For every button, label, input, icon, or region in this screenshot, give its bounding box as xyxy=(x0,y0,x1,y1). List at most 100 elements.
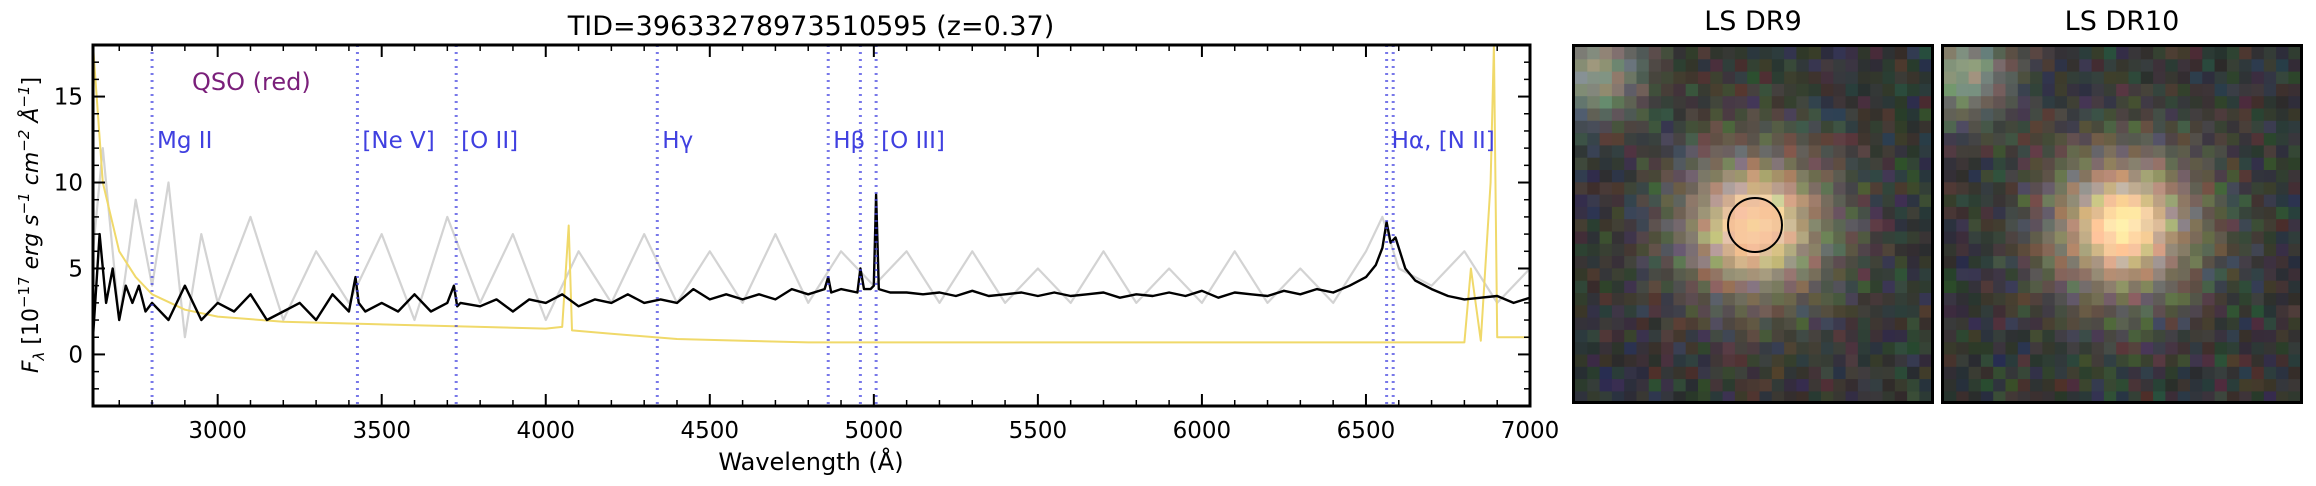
cutout-pixel xyxy=(1894,329,1908,343)
cutout-pixel xyxy=(1759,329,1773,343)
cutout-pixel xyxy=(2017,71,2031,85)
cutout-pixel xyxy=(2030,206,2043,220)
cutout-pixel xyxy=(2079,366,2093,380)
cutout-pixel xyxy=(1661,194,1674,208)
cutout-pixel xyxy=(2276,329,2289,343)
cutout-pixel xyxy=(1747,305,1761,319)
cutout-pixel xyxy=(2276,280,2289,294)
cutout-pixel xyxy=(1685,206,1699,220)
cutout-pixel xyxy=(2054,206,2068,220)
cutout-pixel xyxy=(2054,379,2068,392)
cutout-pixel xyxy=(2239,120,2253,134)
cutout-pixel xyxy=(2005,194,2019,208)
cutout-pixel xyxy=(1648,194,1662,208)
cutout-pixel xyxy=(2091,280,2105,294)
cutout-pixel xyxy=(2276,59,2289,73)
cutout-pixel xyxy=(1784,317,1797,331)
cutout-pixel xyxy=(1698,391,1711,401)
cutout-pixel xyxy=(1808,71,1822,85)
cutout-pixel xyxy=(2177,83,2191,97)
cutout-pixel xyxy=(1919,305,1931,319)
cutout-pixel xyxy=(2030,366,2043,380)
cutout-pixel xyxy=(2276,83,2289,97)
cutout-pixel xyxy=(2153,379,2166,392)
cutout-pixel xyxy=(1636,268,1650,282)
cutout-pixel xyxy=(1821,59,1834,73)
cutout-pixel xyxy=(2140,83,2154,97)
cutout-pixel xyxy=(2251,59,2265,73)
cutout-pixel xyxy=(2263,342,2277,356)
cutout-pixel xyxy=(1747,391,1761,401)
cutout-pixel xyxy=(1845,366,1859,380)
cutout-pixel xyxy=(2091,157,2105,171)
x-tick-label: 3500 xyxy=(352,418,411,444)
cutout-pixel xyxy=(1599,268,1613,282)
cutout-pixel xyxy=(2005,342,2019,356)
cutout-pixel xyxy=(2116,293,2130,306)
cutout-pixel xyxy=(1919,47,1931,60)
cutout-pixel xyxy=(2067,329,2080,343)
cutout-pixel xyxy=(1882,96,1896,110)
cutout-pixel xyxy=(2054,243,2068,257)
cutout-pixel xyxy=(1771,280,1785,294)
cutout-pixel xyxy=(1661,59,1674,73)
cutout-pixel xyxy=(1587,256,1601,269)
cutout-pixel xyxy=(2091,293,2105,306)
cutout-pixel xyxy=(1587,280,1601,294)
cutout-pixel xyxy=(1956,305,1970,319)
cutout-pixel xyxy=(2067,219,2080,233)
cutout-pixel xyxy=(1870,280,1884,294)
cutout-pixel xyxy=(1624,329,1638,343)
cutout-pixel xyxy=(1575,206,1588,220)
cutout-pixel xyxy=(2263,256,2277,269)
cutout-pixel xyxy=(2153,170,2166,183)
cutout-pixel xyxy=(1771,133,1785,146)
cutout-pixel xyxy=(1821,47,1834,60)
fiber-aperture-circle xyxy=(1727,197,1783,253)
cutout-pixel xyxy=(1611,108,1625,122)
cutout-pixel xyxy=(2251,182,2265,196)
cutout-pixel xyxy=(1771,170,1785,183)
cutout-pixel xyxy=(2140,256,2154,269)
cutout-pixel xyxy=(2067,145,2080,159)
cutout-pixel xyxy=(2030,59,2043,73)
cutout-pixel xyxy=(2128,354,2142,368)
cutout-pixel xyxy=(2091,231,2105,245)
cutout-pixel xyxy=(1611,170,1625,183)
cutout-pixel xyxy=(1771,96,1785,110)
cutout-pixel xyxy=(1919,256,1931,269)
cutout-pixel xyxy=(1698,71,1711,85)
cutout-pixel xyxy=(1870,317,1884,331)
cutout-pixel xyxy=(1648,157,1662,171)
cutout-pixel xyxy=(2177,342,2191,356)
cutout-pixel xyxy=(2214,379,2228,392)
cutout-pixel xyxy=(1870,120,1884,134)
cutout-pixel xyxy=(1784,305,1797,319)
cutout-pixel xyxy=(2030,145,2043,159)
cutout-pixel xyxy=(2103,120,2117,134)
cutout-pixel xyxy=(1611,83,1625,97)
cutout-pixel xyxy=(2030,157,2043,171)
cutout-pixel xyxy=(2030,170,2043,183)
cutout-pixel xyxy=(2054,329,2068,343)
cutout-pixel xyxy=(1870,219,1884,233)
cutout-pixel xyxy=(1870,379,1884,392)
cutout-pixel xyxy=(1784,354,1797,368)
cutout-pixel xyxy=(2079,120,2093,134)
cutout-pixel xyxy=(1587,194,1601,208)
cutout-pixel xyxy=(1845,268,1859,282)
cutout-pixel xyxy=(1636,354,1650,368)
cutout-pixel xyxy=(2214,157,2228,171)
cutout-pixel xyxy=(1784,329,1797,343)
cutout-pixel xyxy=(2153,305,2166,319)
cutout-pixel xyxy=(2263,182,2277,196)
cutout-pixel xyxy=(1685,170,1699,183)
cutout-pixel xyxy=(1784,182,1797,196)
cutout-pixel xyxy=(1919,170,1931,183)
cutout-pixel xyxy=(1710,206,1724,220)
x-tick-label: 5000 xyxy=(845,418,904,444)
cutout-pixel xyxy=(1857,96,1871,110)
cutout-pixel xyxy=(2103,108,2117,122)
cutout-pixel xyxy=(1661,231,1674,245)
cutout-pixel xyxy=(1956,342,1970,356)
